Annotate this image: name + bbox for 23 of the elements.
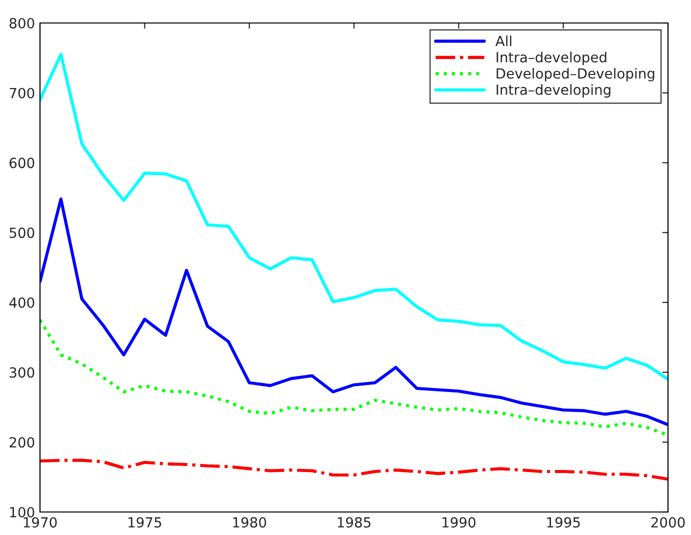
legend-label: Intra–developed: [496, 52, 606, 66]
x-tick-label: 1985: [338, 517, 370, 528]
legend-label: Intra–developing: [496, 84, 610, 98]
x-tick-label: 1995: [547, 517, 580, 528]
legend-label: Developed–Developing: [496, 68, 654, 82]
y-tick-label: 600: [10, 158, 34, 168]
y-tick-label: 200: [10, 437, 34, 448]
x-tick-label: 1980: [233, 517, 266, 528]
y-tick-label: 700: [10, 88, 34, 98]
x-tick-label: 2000: [651, 517, 685, 528]
y-tick-label: 100: [10, 506, 34, 518]
y-tick-label: 800: [10, 18, 34, 28]
x-tick-label: 1990: [442, 517, 476, 528]
y-tick-label: 500: [10, 228, 34, 238]
legend-label: All: [495, 36, 512, 46]
line-series: [40, 198, 668, 426]
line-series: [40, 458, 668, 481]
x-tick-label: 1975: [128, 517, 162, 528]
x-tick-label: 1970: [24, 517, 57, 528]
y-tick-label: 400: [9, 297, 34, 308]
y-tick-label: 300: [10, 367, 34, 378]
line-series: [40, 318, 668, 437]
line-series: [40, 52, 668, 381]
